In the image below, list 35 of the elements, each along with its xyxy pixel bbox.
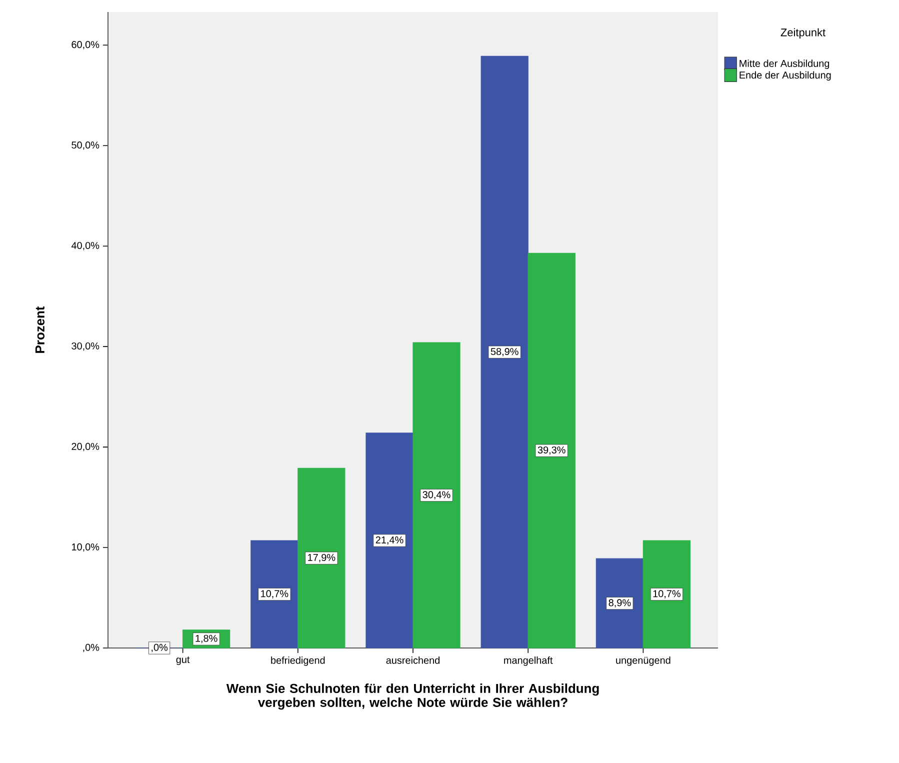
y-tick-label: ,0% bbox=[83, 644, 100, 652]
data-label: 10,7% bbox=[261, 590, 288, 598]
bar bbox=[298, 468, 346, 648]
data-label: ,0% bbox=[152, 644, 168, 652]
y-tick-label: 20,0% bbox=[72, 442, 100, 452]
bar bbox=[412, 342, 460, 648]
x-tick-label: mangelhaft bbox=[504, 656, 553, 666]
bar bbox=[366, 432, 414, 648]
data-label: 39,3% bbox=[538, 446, 566, 455]
data-label: 10,7% bbox=[653, 590, 680, 598]
data-label: 8,9% bbox=[608, 599, 631, 608]
y-axis-title: Prozent bbox=[35, 306, 44, 353]
bar bbox=[596, 558, 644, 648]
y-tick-label: 30,0% bbox=[72, 342, 100, 351]
legend-title: Zeitpunkt bbox=[780, 28, 826, 38]
bar bbox=[480, 56, 528, 648]
data-label: 17,9% bbox=[308, 554, 336, 562]
legend-label: Mitte der Ausbildung bbox=[740, 60, 830, 69]
bar bbox=[642, 540, 690, 648]
bar bbox=[528, 252, 576, 648]
data-label: 21,4% bbox=[376, 536, 404, 545]
x-axis-title: Wenn Sie Schulnoten für den Unterricht in Ihrer Ausbildung vergeben sollten, welche Note würde Sie wählen? bbox=[226, 684, 599, 710]
data-label: 30,4% bbox=[422, 491, 450, 500]
x-tick-label: ungenügend bbox=[616, 656, 670, 666]
x-tick-label: befriedigend bbox=[271, 656, 325, 666]
y-tick-label: 40,0% bbox=[71, 242, 100, 250]
y-tick-label: 60,0% bbox=[72, 41, 100, 50]
data-label: 1,8% bbox=[196, 634, 218, 644]
legend-label: Ende der Ausbildung bbox=[740, 71, 831, 81]
y-tick-label: 10,0% bbox=[72, 543, 100, 552]
data-label: 58,9% bbox=[490, 348, 518, 356]
x-tick-label: ausreichend bbox=[386, 656, 440, 664]
bar bbox=[250, 540, 298, 648]
y-tick-label: 50,0% bbox=[72, 142, 100, 150]
x-tick-label: gut bbox=[176, 656, 190, 666]
